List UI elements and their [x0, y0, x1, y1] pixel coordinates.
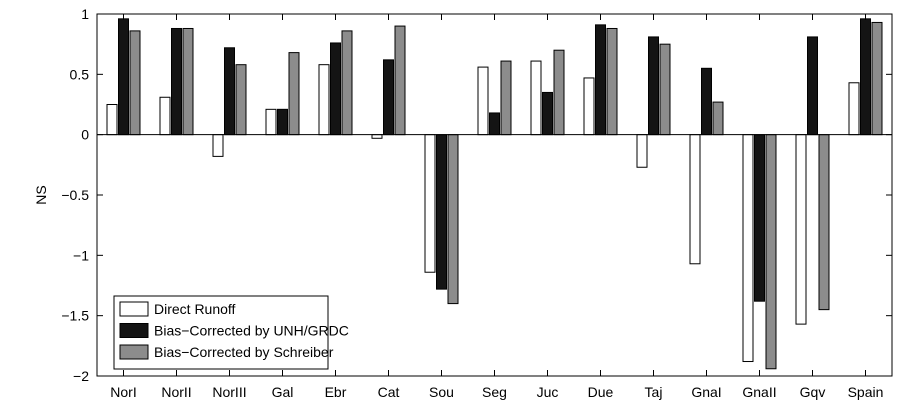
bar-sou-series-1	[424, 134, 436, 273]
bar-due-series-2	[595, 24, 606, 136]
bar-seg-series-1	[477, 66, 489, 136]
bar-taj-series-1	[636, 134, 648, 168]
bar-gqv-series-1	[795, 134, 807, 325]
legend-box	[113, 295, 329, 370]
bar-spain-series-1	[848, 82, 860, 136]
x-tick-label: NorII	[161, 384, 191, 400]
bar-noriii-series-3	[235, 64, 247, 136]
x-tick-label: Gal	[272, 384, 294, 400]
bar-sou-series-3	[447, 134, 459, 305]
bar-cat-series-3	[394, 25, 406, 136]
bar-norii-series-3	[182, 27, 194, 136]
bar-ebr-series-3	[341, 30, 353, 136]
bar-gal-series-1	[265, 108, 277, 136]
x-tick-label: Seg	[482, 384, 507, 400]
legend-swatch	[119, 323, 149, 338]
legend-swatch	[119, 301, 149, 317]
x-tick-label: Juc	[537, 384, 559, 400]
bar-gal-series-3	[288, 52, 300, 136]
bar-due-series-1	[583, 77, 595, 136]
y-tick-label: 0.5	[70, 66, 90, 82]
y-tick-label: −2	[73, 368, 89, 384]
x-tick-label: NorIII	[212, 384, 246, 400]
x-tick-label: Ebr	[325, 384, 347, 400]
x-tick-label: Gqv	[800, 384, 826, 400]
bar-nori-series-3	[129, 30, 141, 136]
bar-cat-series-2	[383, 59, 394, 136]
x-tick-label: Cat	[378, 384, 400, 400]
bar-norii-series-1	[159, 96, 171, 136]
bar-gnaii-series-2	[754, 134, 765, 302]
bar-gnai-series-3	[712, 101, 724, 136]
bar-gnaii-series-3	[765, 134, 777, 370]
bar-nori-series-1	[106, 104, 118, 136]
y-tick-label: −0.5	[61, 187, 89, 203]
bar-juc-series-1	[530, 60, 542, 136]
y-tick-label: 0	[81, 127, 89, 143]
bar-due-series-3	[606, 27, 618, 136]
bar-juc-series-2	[542, 91, 553, 136]
y-tick-label: −1.5	[61, 308, 89, 324]
bar-taj-series-3	[659, 43, 671, 136]
bar-gal-series-2	[277, 108, 288, 136]
bar-juc-series-3	[553, 49, 565, 136]
x-axis: NorI NorII NorIII Gal Ebr Cat Sou Seg Juc Due Taj G…	[110, 14, 883, 400]
x-tick-label: NorI	[110, 384, 136, 400]
x-tick-label: Sou	[429, 384, 454, 400]
y-axis: 1 0.5 0 −0.5 −1 −1.5 −2	[61, 6, 892, 384]
bar-cat-series-1	[371, 134, 383, 139]
bar-noriii-series-1	[212, 134, 224, 157]
x-tick-label: GnaII	[742, 384, 776, 400]
bar-nori-series-2	[118, 18, 129, 136]
x-tick-label: GnaI	[691, 384, 721, 400]
bar-gqv-series-2	[807, 36, 818, 136]
bar-norii-series-2	[171, 27, 182, 136]
bar-spain-series-2	[860, 18, 871, 136]
bar-sou-series-2	[436, 134, 447, 290]
y-axis-label: NS	[33, 185, 49, 204]
legend: Direct Runoff Bias−Corrected by UNH/GRDC B…	[113, 295, 349, 370]
y-tick-label: 1	[81, 6, 89, 22]
bar-seg-series-3	[500, 60, 512, 136]
bar-gqv-series-3	[818, 134, 830, 311]
bar-noriii-series-2	[224, 47, 235, 136]
bar-seg-series-2	[489, 112, 500, 136]
bar-gnaii-series-1	[742, 134, 754, 363]
legend-label: Bias−Corrected by UNH/GRDC	[154, 323, 349, 339]
y-tick-label: −1	[73, 247, 89, 263]
bar-taj-series-2	[648, 36, 659, 136]
legend-label: Direct Runoff	[154, 301, 236, 317]
bar-ebr-series-2	[330, 42, 341, 136]
legend-swatch	[119, 344, 149, 360]
bar-gnai-series-1	[689, 134, 701, 265]
bar-ebr-series-1	[318, 64, 330, 136]
x-tick-label: Taj	[645, 384, 663, 400]
x-tick-label: Due	[588, 384, 614, 400]
x-tick-label: Spain	[848, 384, 884, 400]
bar-gnai-series-2	[701, 67, 712, 136]
bar-spain-series-3	[871, 21, 883, 136]
legend-label: Bias−Corrected by Schreiber	[154, 344, 334, 360]
